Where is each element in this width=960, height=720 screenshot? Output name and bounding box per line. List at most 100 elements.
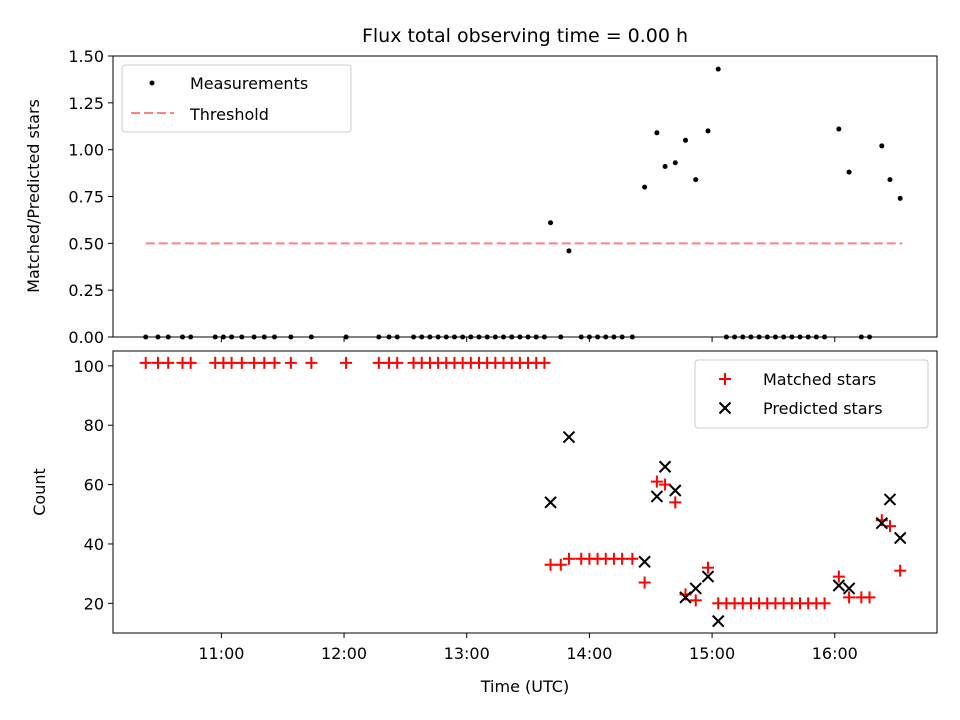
matched-star-point bbox=[650, 475, 663, 488]
matched-star-point bbox=[544, 558, 557, 571]
measurement-point bbox=[693, 177, 699, 183]
measurement-point bbox=[642, 184, 648, 190]
count-panel: 20 40 60 80 100 11:00 12:00 13:00 14:00 15:00 16:… bbox=[30, 350, 938, 696]
x-tick-label: 15:00 bbox=[689, 644, 735, 663]
count-y-axis-label: Count bbox=[30, 468, 49, 516]
x-tick-label: 14:00 bbox=[566, 644, 612, 663]
chart-title: Flux total observing time = 0.00 h bbox=[362, 25, 688, 47]
count-y-tick-label: 100 bbox=[73, 357, 104, 376]
count-axes-frame bbox=[112, 350, 938, 634]
ratio-panel: Flux total observing time = 0.00 h 0.00 0… bbox=[24, 25, 938, 347]
legend-measurements-marker bbox=[149, 80, 155, 86]
measurement-point bbox=[566, 248, 572, 254]
ratio-legend-box bbox=[121, 64, 352, 133]
predicted-star-point bbox=[883, 493, 897, 506]
predicted-star-point bbox=[893, 531, 907, 545]
matched-star-point bbox=[818, 597, 831, 610]
measurement-point bbox=[654, 130, 660, 136]
matched-star-point bbox=[162, 356, 175, 369]
matched-star-point bbox=[894, 564, 907, 577]
predicted-star-point bbox=[669, 484, 682, 497]
matched-stars-points bbox=[139, 356, 907, 610]
count-y-tick-label: 80 bbox=[84, 416, 104, 435]
matched-star-point bbox=[139, 356, 152, 369]
matched-star-point bbox=[626, 552, 639, 565]
predicted-star-point bbox=[679, 591, 692, 604]
matched-star-point bbox=[538, 356, 551, 369]
predicted-star-point bbox=[701, 570, 715, 583]
matched-star-point bbox=[268, 356, 281, 369]
measurement-point bbox=[672, 160, 678, 166]
ratio-y-tick-label: 1.25 bbox=[68, 94, 104, 113]
count-y-tick-label: 20 bbox=[84, 594, 104, 613]
predicted-star-point bbox=[562, 430, 576, 444]
measurement-point bbox=[836, 126, 842, 132]
measurement-point bbox=[887, 177, 893, 183]
matched-star-point bbox=[669, 496, 682, 509]
legend-plus-symbol bbox=[719, 373, 731, 385]
x-tick-label: 13:00 bbox=[444, 644, 490, 663]
predicted-star-point bbox=[712, 614, 725, 628]
legend-threshold-label: Threshold bbox=[189, 105, 269, 124]
ratio-y-tick-label: 0.25 bbox=[68, 281, 104, 300]
matched-star-point bbox=[235, 356, 248, 369]
measurement-point bbox=[897, 195, 903, 201]
matched-star-point bbox=[701, 561, 714, 574]
matched-star-point bbox=[258, 356, 271, 369]
matched-star-point bbox=[248, 356, 261, 369]
matched-star-point bbox=[689, 594, 702, 607]
predicted-star-point bbox=[832, 579, 846, 592]
count-legend: Matched stars Predicted stars bbox=[694, 359, 929, 429]
count-y-ticks: 20 40 60 80 100 bbox=[73, 357, 113, 613]
count-y-tick-label: 40 bbox=[84, 535, 104, 554]
predicted-star-point bbox=[842, 582, 856, 595]
predicted-stars-points bbox=[544, 430, 907, 628]
matched-star-point bbox=[659, 478, 672, 491]
measurement-point bbox=[662, 164, 668, 170]
measurement-point bbox=[846, 169, 852, 175]
x-tick-label: 11:00 bbox=[198, 644, 244, 663]
matched-star-point bbox=[391, 356, 404, 369]
ratio-y-tick-label: 0.75 bbox=[68, 188, 104, 207]
count-y-tick-label: 60 bbox=[84, 476, 104, 495]
matched-star-point bbox=[151, 356, 164, 369]
legend-predicted-marker bbox=[718, 401, 732, 415]
matched-star-point bbox=[616, 552, 629, 565]
matched-star-point bbox=[184, 356, 197, 369]
legend-x-symbol bbox=[718, 401, 732, 415]
x-tick-label: 12:00 bbox=[321, 644, 367, 663]
ratio-y-tick-label: 0.00 bbox=[68, 328, 104, 347]
matched-star-point bbox=[562, 552, 575, 565]
legend-predicted-label: Predicted stars bbox=[763, 399, 883, 418]
predicted-star-point bbox=[658, 460, 672, 473]
matched-star-point bbox=[305, 356, 318, 369]
measurement-point bbox=[705, 128, 711, 134]
matched-star-point bbox=[372, 356, 385, 369]
legend-measurements-label: Measurements bbox=[190, 74, 308, 93]
predicted-star-point bbox=[544, 496, 557, 509]
matched-star-point bbox=[863, 591, 876, 604]
measurement-point bbox=[879, 143, 885, 149]
matched-star-point bbox=[554, 558, 567, 571]
ratio-y-tick-label: 0.50 bbox=[68, 234, 104, 253]
count-legend-box bbox=[694, 359, 929, 429]
matched-star-point bbox=[638, 576, 651, 589]
matched-star-point bbox=[832, 570, 845, 583]
matched-star-point bbox=[340, 356, 353, 369]
matched-star-point bbox=[284, 356, 297, 369]
legend-matched-marker bbox=[719, 373, 731, 385]
ratio-axes-frame bbox=[112, 55, 938, 338]
ratio-y-axis-label: Matched/Predicted stars bbox=[24, 99, 43, 293]
measurement-point bbox=[683, 137, 689, 143]
ratio-legend: Measurements Threshold bbox=[121, 64, 352, 133]
predicted-star-point bbox=[875, 516, 889, 530]
predicted-star-point bbox=[689, 582, 702, 595]
count-x-ticks: 11:00 12:00 13:00 14:00 15:00 16:00 bbox=[198, 633, 858, 663]
ratio-y-tick-label: 1.50 bbox=[68, 47, 104, 66]
measurement-point bbox=[715, 66, 721, 72]
legend-matched-label: Matched stars bbox=[763, 370, 876, 389]
x-axis-label: Time (UTC) bbox=[480, 677, 569, 696]
matched-star-point bbox=[843, 591, 856, 604]
predicted-star-point bbox=[638, 555, 651, 568]
